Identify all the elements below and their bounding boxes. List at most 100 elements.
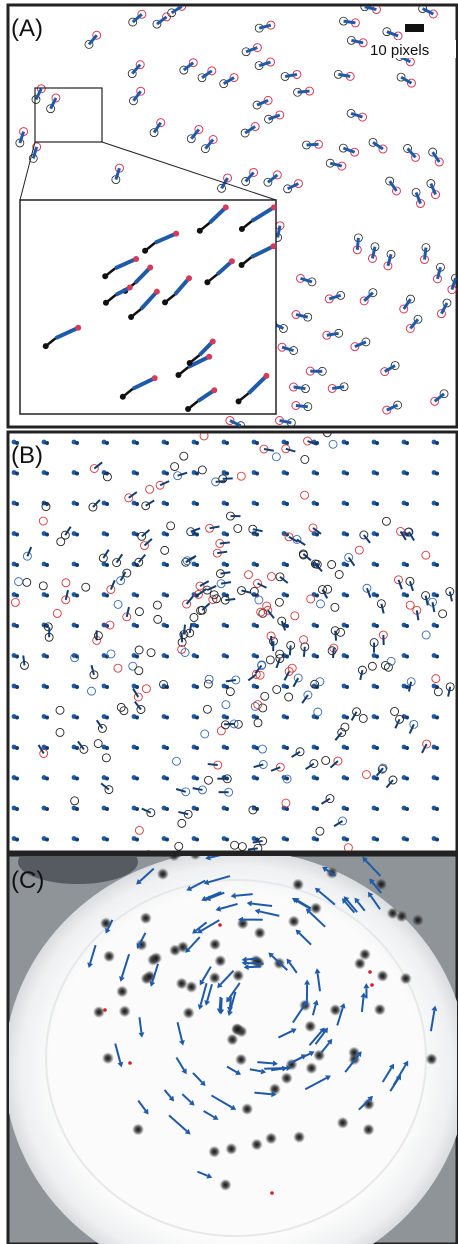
unmatched: [128, 1061, 132, 1065]
particle: [165, 502, 169, 506]
particle: [45, 533, 49, 537]
particle: [195, 655, 199, 659]
track: [220, 572, 230, 573]
track: [304, 647, 305, 657]
particle: [435, 533, 439, 537]
vector: [249, 967, 261, 968]
particle: [405, 441, 409, 445]
inset-point: [185, 406, 191, 412]
particle: [165, 624, 169, 628]
particle: [75, 624, 79, 628]
particle: [315, 655, 319, 659]
particle: [195, 624, 199, 628]
particle: [15, 655, 19, 659]
particle: [285, 838, 289, 842]
particle: [315, 838, 319, 842]
particle: [45, 655, 49, 659]
particle: [285, 594, 289, 598]
particle-blob: [209, 972, 221, 984]
particle: [435, 502, 439, 506]
particle-blob: [119, 1005, 131, 1017]
particle: [75, 441, 79, 445]
particle-blob: [157, 868, 169, 880]
particle: [345, 502, 349, 506]
particle: [15, 624, 19, 628]
particle-blob: [183, 1007, 195, 1019]
particle: [165, 777, 169, 781]
track: [425, 248, 426, 260]
inset-point: [229, 258, 235, 264]
track: [307, 144, 319, 145]
particle: [435, 441, 439, 445]
vector: [257, 1062, 273, 1063]
particle: [285, 685, 289, 689]
particle: [195, 472, 199, 476]
particle: [15, 685, 19, 689]
particle-blob: [235, 1054, 247, 1066]
particle: [75, 746, 79, 750]
particle: [285, 746, 289, 750]
particle: [225, 746, 229, 750]
panel-b-frame: [8, 432, 457, 852]
particle: [15, 502, 19, 506]
particle: [15, 472, 19, 476]
particle: [315, 624, 319, 628]
particle: [225, 472, 229, 476]
particle: [45, 441, 49, 445]
track: [294, 387, 306, 389]
particle: [255, 777, 259, 781]
particle: [165, 533, 169, 537]
particle: [375, 685, 379, 689]
particle: [135, 716, 139, 720]
track: [290, 645, 291, 655]
particle: [405, 655, 409, 659]
particle: [15, 594, 19, 598]
particle: [435, 624, 439, 628]
particle: [285, 563, 289, 567]
particle: [285, 777, 289, 781]
particle: [15, 716, 19, 720]
panel-label: (B): [11, 442, 43, 469]
particle: [225, 563, 229, 567]
track: [208, 764, 218, 765]
particle: [435, 472, 439, 476]
particle: [45, 594, 49, 598]
particle-blob: [354, 958, 366, 970]
particle: [285, 624, 289, 628]
particle-blob: [293, 1131, 305, 1143]
track: [327, 333, 339, 335]
unmatched: [270, 1191, 274, 1195]
particle: [165, 838, 169, 842]
particle-blob: [265, 1132, 277, 1144]
particle: [105, 838, 109, 842]
particle: [195, 502, 199, 506]
particle: [285, 472, 289, 476]
particle: [345, 624, 349, 628]
particle: [405, 838, 409, 842]
particle-blob: [132, 1123, 144, 1135]
particle-blob: [150, 952, 162, 964]
particle: [375, 563, 379, 567]
particle: [375, 807, 379, 811]
particle: [135, 685, 139, 689]
particle: [225, 838, 229, 842]
particle: [345, 746, 349, 750]
particle: [105, 685, 109, 689]
particle: [405, 624, 409, 628]
particle: [45, 838, 49, 842]
particle: [435, 594, 439, 598]
inset-point: [43, 343, 49, 349]
particle: [75, 472, 79, 476]
inset-point: [102, 273, 108, 279]
particle: [165, 746, 169, 750]
particle-blob: [232, 1023, 244, 1035]
particle: [45, 472, 49, 476]
track: [23, 656, 24, 666]
particle: [195, 685, 199, 689]
scale-bar: [405, 24, 424, 32]
particle: [255, 441, 259, 445]
inset-point: [154, 289, 160, 295]
particle: [165, 655, 169, 659]
particle-blob: [363, 1124, 375, 1136]
inset-point: [128, 314, 134, 320]
